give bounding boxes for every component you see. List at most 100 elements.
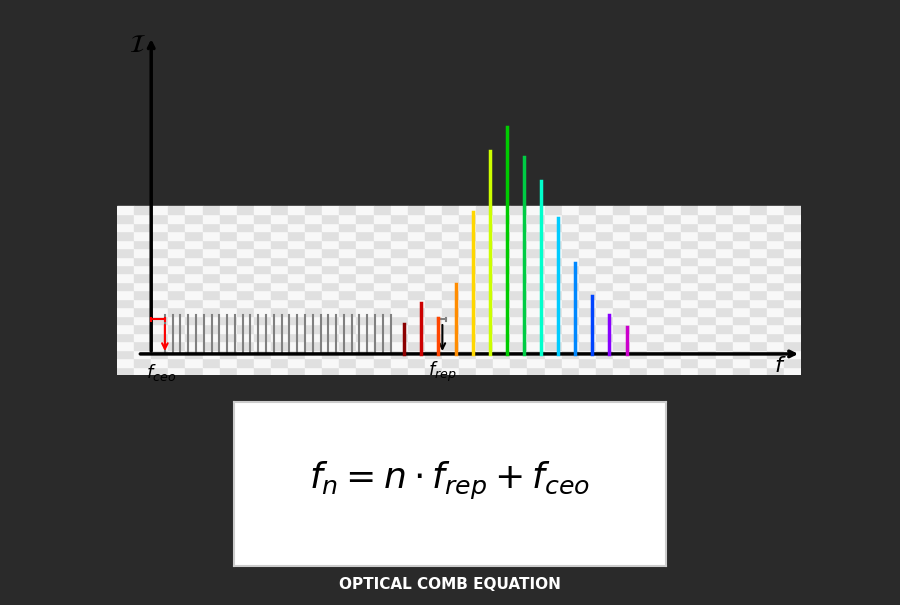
Bar bbox=[733, 223, 750, 231]
Bar bbox=[339, 316, 356, 324]
Bar bbox=[288, 273, 305, 282]
Bar bbox=[151, 214, 168, 223]
Bar bbox=[305, 316, 322, 324]
Bar bbox=[767, 223, 784, 231]
Bar bbox=[476, 324, 493, 333]
Bar bbox=[168, 324, 185, 333]
Bar bbox=[408, 257, 425, 265]
Bar bbox=[356, 214, 374, 223]
Bar bbox=[271, 223, 288, 231]
Bar bbox=[596, 324, 613, 333]
Bar bbox=[527, 265, 544, 273]
Bar bbox=[476, 341, 493, 350]
Bar bbox=[254, 223, 271, 231]
Bar bbox=[579, 282, 596, 290]
Bar bbox=[596, 307, 613, 316]
Bar bbox=[202, 214, 220, 223]
Bar bbox=[134, 333, 151, 341]
Bar bbox=[596, 265, 613, 273]
Bar bbox=[220, 324, 237, 333]
Bar bbox=[596, 214, 613, 223]
Bar bbox=[630, 282, 647, 290]
Bar bbox=[510, 350, 527, 358]
Bar bbox=[202, 231, 220, 240]
Bar bbox=[339, 333, 356, 341]
Bar bbox=[630, 214, 647, 223]
Bar bbox=[168, 273, 185, 282]
Bar bbox=[664, 324, 681, 333]
Bar bbox=[391, 358, 408, 367]
Bar bbox=[613, 307, 630, 316]
Bar bbox=[391, 367, 408, 375]
Bar bbox=[408, 231, 425, 240]
Bar bbox=[733, 350, 750, 358]
Bar bbox=[168, 299, 185, 307]
Bar bbox=[202, 273, 220, 282]
Bar bbox=[271, 324, 288, 333]
Bar bbox=[733, 316, 750, 324]
Bar bbox=[408, 358, 425, 367]
Bar bbox=[459, 240, 476, 248]
Bar bbox=[527, 248, 544, 257]
Bar bbox=[288, 265, 305, 273]
Text: $\mathcal{I}$: $\mathcal{I}$ bbox=[129, 33, 146, 57]
Bar bbox=[339, 257, 356, 265]
Bar bbox=[784, 257, 801, 265]
Bar bbox=[544, 206, 562, 214]
Bar bbox=[716, 316, 733, 324]
Bar bbox=[750, 214, 767, 223]
Bar bbox=[271, 206, 288, 214]
Bar bbox=[630, 231, 647, 240]
Bar bbox=[185, 367, 202, 375]
Bar bbox=[356, 290, 374, 299]
Bar bbox=[117, 350, 134, 358]
Bar bbox=[664, 248, 681, 257]
Bar bbox=[750, 333, 767, 341]
Bar bbox=[647, 367, 664, 375]
Bar bbox=[664, 307, 681, 316]
Bar bbox=[510, 206, 527, 214]
Bar bbox=[767, 316, 784, 324]
Bar bbox=[288, 223, 305, 231]
Bar bbox=[254, 367, 271, 375]
Bar bbox=[254, 350, 271, 358]
Bar bbox=[391, 231, 408, 240]
Bar bbox=[237, 273, 254, 282]
Bar bbox=[493, 367, 510, 375]
Bar bbox=[134, 214, 151, 223]
Bar bbox=[562, 299, 579, 307]
Bar bbox=[391, 350, 408, 358]
Bar bbox=[493, 265, 510, 273]
Bar bbox=[733, 273, 750, 282]
Bar bbox=[579, 316, 596, 324]
Bar bbox=[459, 282, 476, 290]
Bar bbox=[613, 214, 630, 223]
Bar bbox=[510, 341, 527, 350]
Bar bbox=[117, 307, 134, 316]
Bar bbox=[356, 223, 374, 231]
Bar bbox=[339, 265, 356, 273]
Bar bbox=[391, 265, 408, 273]
Bar bbox=[237, 290, 254, 299]
Bar bbox=[356, 341, 374, 350]
Bar bbox=[134, 324, 151, 333]
Bar bbox=[117, 214, 134, 223]
Bar bbox=[664, 265, 681, 273]
Bar bbox=[151, 333, 168, 341]
Bar bbox=[733, 341, 750, 350]
Bar bbox=[647, 341, 664, 350]
Bar bbox=[681, 307, 698, 316]
Bar bbox=[374, 333, 391, 341]
Bar bbox=[425, 367, 442, 375]
Bar bbox=[220, 341, 237, 350]
Bar bbox=[168, 307, 185, 316]
Bar bbox=[493, 358, 510, 367]
Bar bbox=[579, 358, 596, 367]
Bar bbox=[647, 358, 664, 367]
Bar bbox=[647, 240, 664, 248]
Bar bbox=[510, 223, 527, 231]
Bar bbox=[356, 265, 374, 273]
Bar bbox=[254, 282, 271, 290]
Bar bbox=[185, 290, 202, 299]
Bar bbox=[476, 240, 493, 248]
